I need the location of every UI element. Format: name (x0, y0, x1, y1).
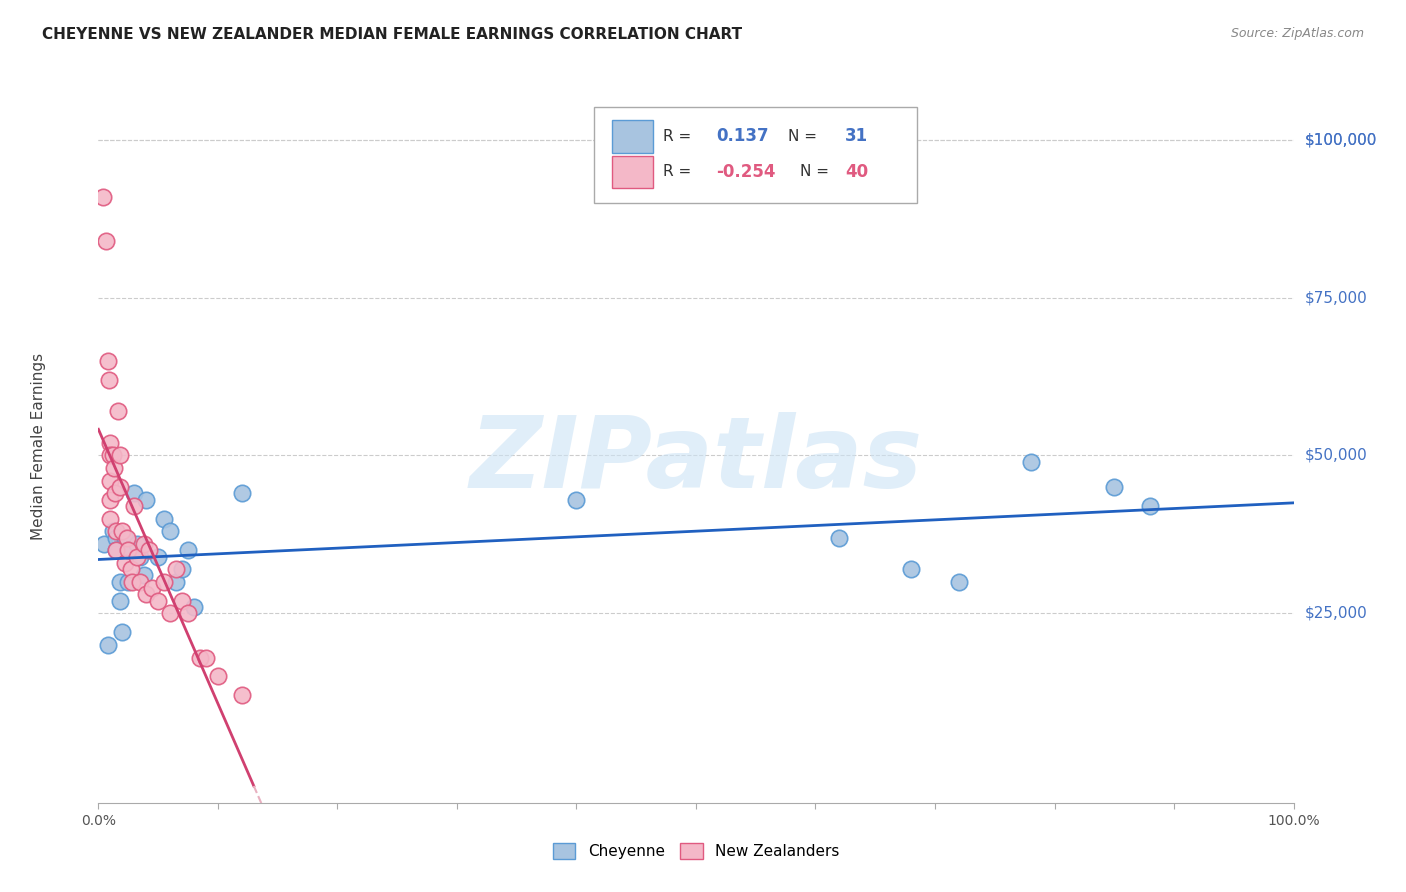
Point (900, 562, 922, 576)
Point (114, 531, 136, 545)
Point (124, 499, 146, 513)
Point (148, 593, 170, 607)
Text: -0.254: -0.254 (716, 163, 776, 181)
FancyBboxPatch shape (612, 120, 652, 153)
Point (117, 574, 139, 589)
Point (98, 474, 122, 488)
Point (115, 531, 138, 545)
Text: 31: 31 (845, 128, 869, 145)
Point (103, 461, 125, 475)
Point (111, 625, 134, 640)
Point (108, 449, 131, 463)
Text: R =: R = (662, 164, 690, 179)
Point (177, 543, 200, 558)
Text: $25,000: $25,000 (1305, 606, 1368, 621)
Point (107, 404, 129, 418)
FancyBboxPatch shape (595, 107, 917, 203)
Point (98, 492, 122, 507)
Text: ZIPatlas: ZIPatlas (470, 412, 922, 508)
Point (124, 486, 146, 500)
Point (132, 537, 155, 551)
Point (125, 549, 148, 564)
Text: Source: ZipAtlas.com: Source: ZipAtlas.com (1230, 27, 1364, 40)
Point (98, 511, 122, 525)
Point (97, 353, 120, 368)
Point (129, 574, 152, 589)
Point (231, 486, 253, 500)
Legend: Cheyenne, New Zealanders: Cheyenne, New Zealanders (546, 835, 846, 866)
Text: 0.137: 0.137 (716, 128, 769, 145)
Point (188, 650, 211, 665)
Text: R =: R = (662, 128, 690, 144)
Text: N =: N = (787, 128, 817, 144)
Point (159, 524, 181, 539)
Point (129, 549, 152, 564)
Point (165, 562, 187, 576)
Point (105, 531, 128, 545)
FancyBboxPatch shape (612, 155, 652, 188)
Text: $100,000: $100,000 (1305, 132, 1376, 147)
Point (948, 574, 970, 589)
Point (94, 234, 117, 248)
Point (117, 543, 139, 558)
Point (194, 650, 217, 665)
Point (111, 524, 134, 539)
Text: 40: 40 (845, 163, 869, 181)
Point (105, 543, 128, 558)
Point (98, 373, 121, 387)
Point (153, 574, 176, 589)
Point (165, 574, 187, 589)
Point (172, 593, 194, 607)
Text: $50,000: $50,000 (1305, 448, 1368, 463)
Point (141, 581, 163, 595)
Point (120, 562, 142, 576)
Point (159, 607, 181, 621)
Point (105, 543, 128, 558)
Point (138, 543, 160, 558)
Point (135, 492, 157, 507)
Point (1019, 455, 1042, 469)
Point (97, 638, 120, 652)
Point (101, 524, 124, 539)
Point (104, 486, 127, 500)
Point (183, 600, 205, 615)
Text: $75,000: $75,000 (1305, 290, 1368, 305)
Point (132, 568, 155, 582)
Point (108, 480, 131, 494)
Point (125, 537, 148, 551)
Point (148, 549, 170, 564)
Point (101, 449, 124, 463)
Point (108, 574, 131, 589)
Point (91, 189, 114, 203)
Point (207, 669, 229, 683)
Point (105, 524, 128, 539)
Point (93, 537, 115, 551)
Point (114, 556, 136, 570)
Text: CHEYENNE VS NEW ZEALANDER MEDIAN FEMALE EARNINGS CORRELATION CHART: CHEYENNE VS NEW ZEALANDER MEDIAN FEMALE … (42, 27, 742, 42)
Point (231, 689, 253, 703)
Point (135, 587, 157, 601)
Point (565, 492, 588, 507)
Text: Median Female Earnings: Median Female Earnings (31, 352, 46, 540)
Point (98, 449, 122, 463)
Text: $100,000: $100,000 (1305, 132, 1376, 147)
Point (121, 574, 143, 589)
Point (98, 435, 122, 450)
Point (1102, 480, 1125, 494)
Point (108, 593, 131, 607)
Text: N =: N = (800, 164, 830, 179)
Point (828, 531, 851, 545)
Point (117, 543, 139, 558)
Point (177, 607, 200, 621)
Point (1139, 499, 1161, 513)
Point (172, 562, 194, 576)
Point (153, 511, 176, 525)
